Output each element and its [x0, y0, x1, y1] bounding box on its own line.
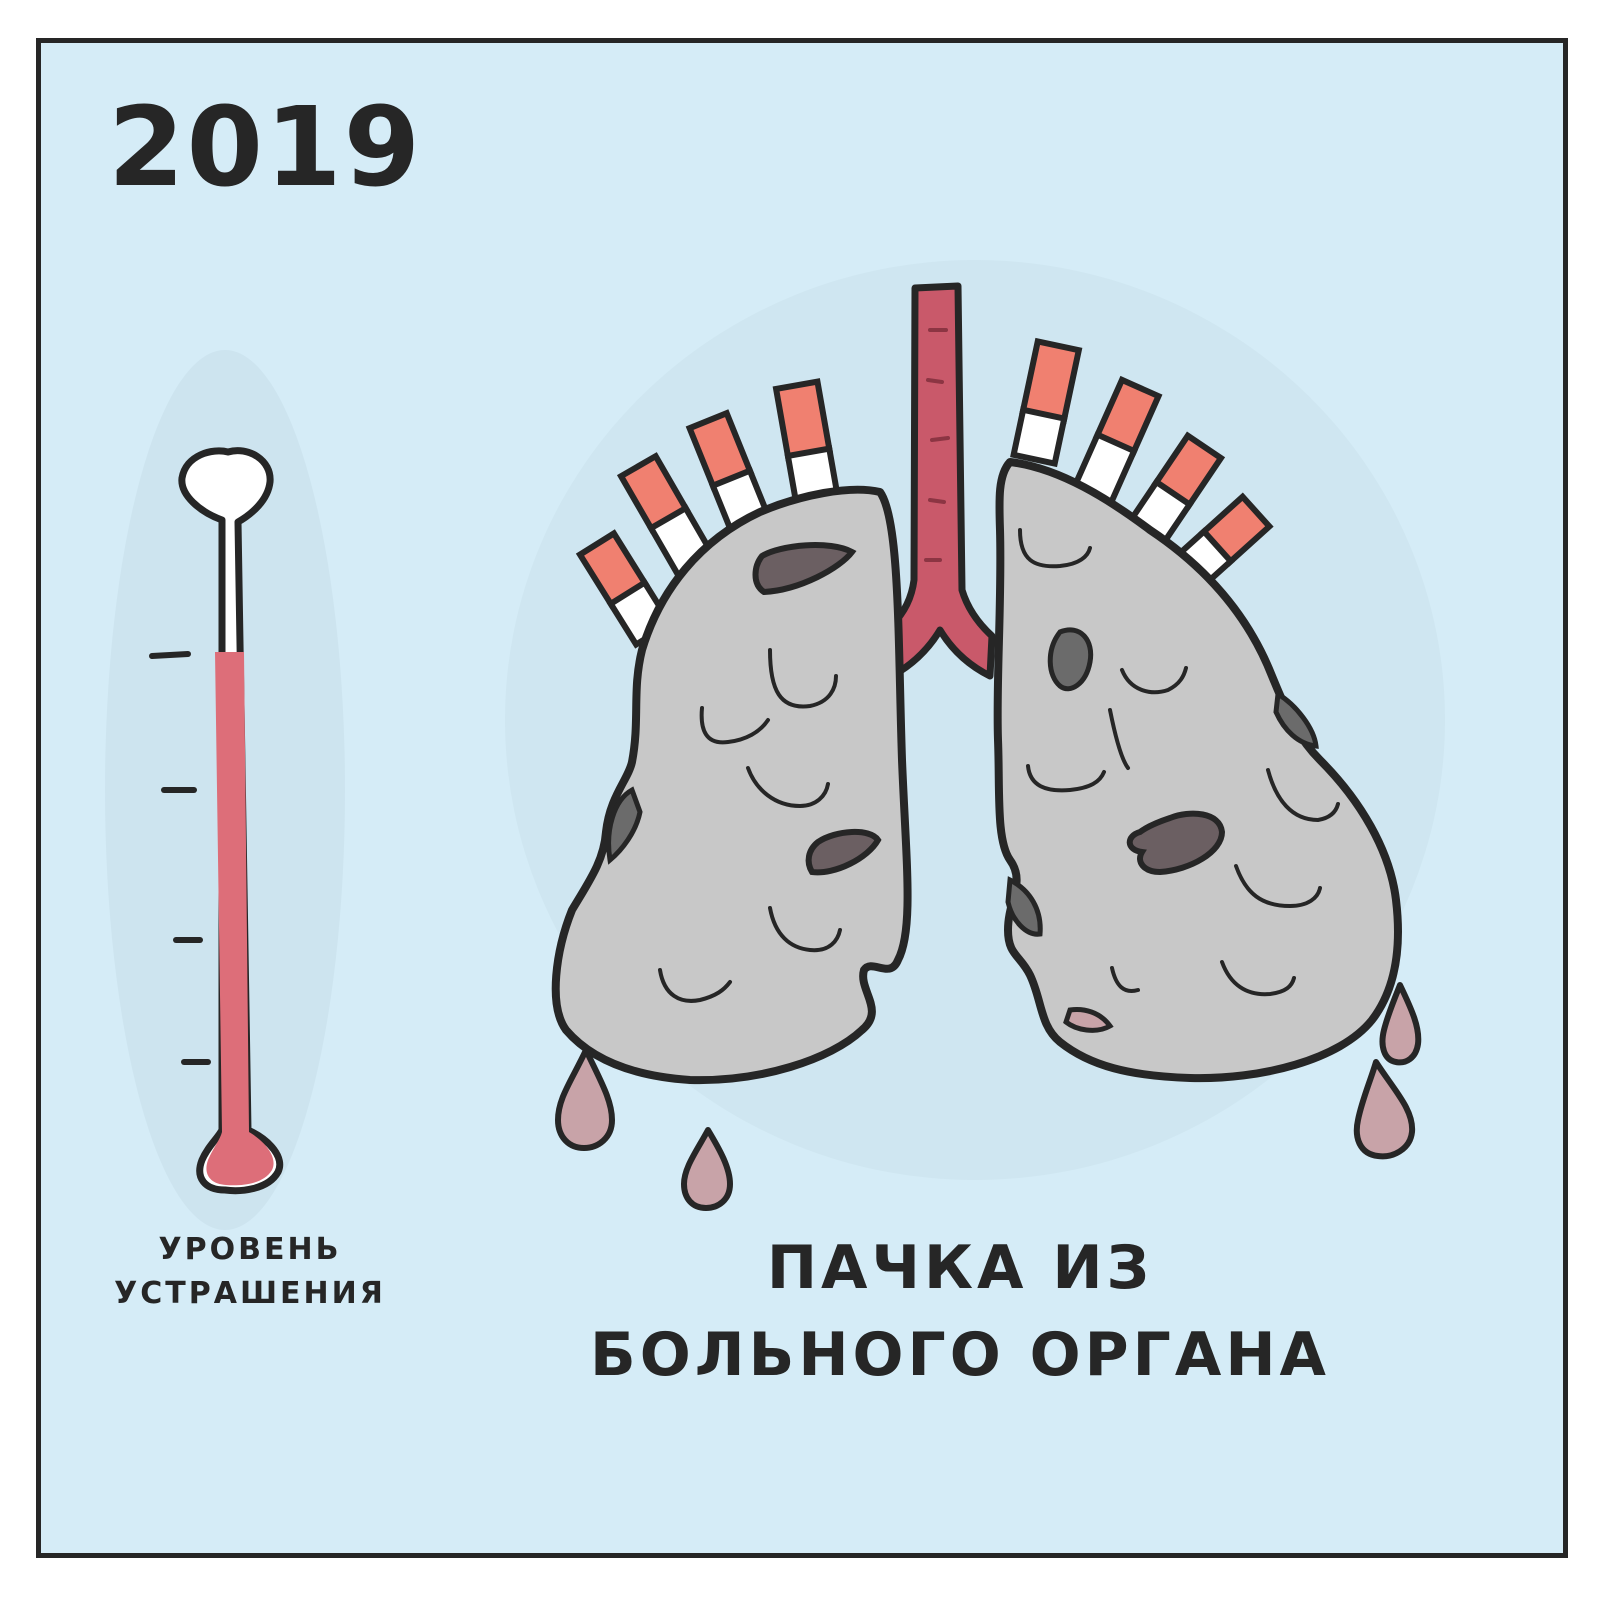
lungs-icon	[993, 458, 1403, 1083]
meter-fill	[206, 652, 274, 1186]
caption-line1: ПАЧКА ИЗ	[766, 1233, 1154, 1303]
right-lung	[993, 458, 1403, 1083]
left-lung	[551, 485, 912, 1085]
lungs-icon	[551, 485, 912, 1085]
meter-tick	[149, 651, 191, 659]
fear-meter-label: УРОВЕНЬ УСТРАШЕНИЯ	[90, 1228, 410, 1315]
thermometer-icon	[149, 447, 284, 1195]
year-label: 2019	[108, 83, 423, 211]
fear-meter-label-line2: УСТРАШЕНИЯ	[114, 1275, 386, 1311]
fear-meter-label-line1: УРОВЕНЬ	[158, 1232, 342, 1267]
caption: ПАЧКА ИЗ БОЛЬНОГО ОРГАНА	[560, 1225, 1360, 1399]
caption-line2: БОЛЬНОГО ОРГАНА	[590, 1320, 1330, 1390]
drop-icon	[555, 982, 1422, 1211]
